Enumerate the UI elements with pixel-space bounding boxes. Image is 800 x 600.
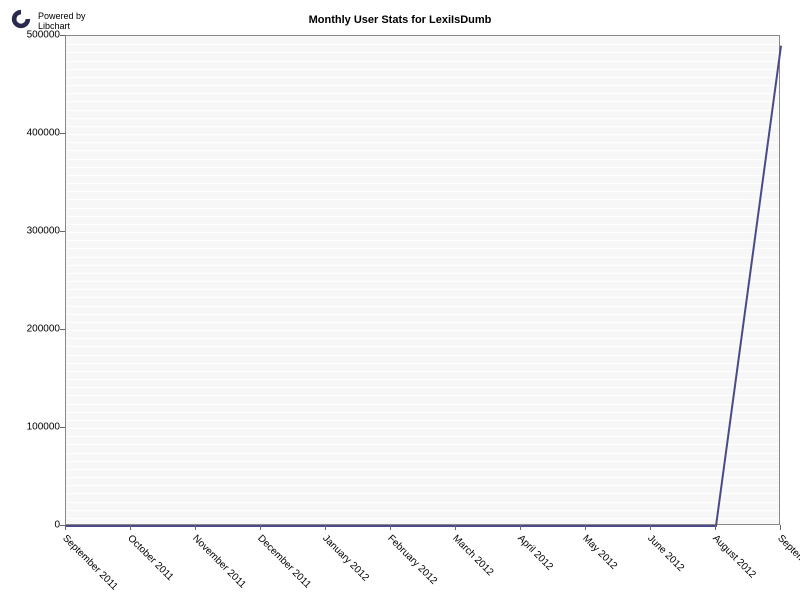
x-tick-mark [520,525,521,530]
y-tick-label: 100000 [27,422,60,433]
x-tick-label: September 2012 [775,533,800,593]
x-tick-label: September 2011 [60,533,120,593]
y-tick-label: 500000 [27,30,60,41]
y-tick-mark [60,35,65,36]
x-tick-mark [585,525,586,530]
x-tick-mark [65,525,66,530]
x-tick-mark [195,525,196,530]
y-tick-mark [60,329,65,330]
x-tick-mark [390,525,391,530]
y-tick-label: 300000 [27,226,60,237]
x-tick-label: May 2012 [580,533,619,572]
x-tick-label: June 2012 [645,533,686,574]
x-tick-mark [650,525,651,530]
x-tick-label: February 2012 [385,533,439,587]
x-tick-mark [715,525,716,530]
x-tick-label: October 2011 [125,533,175,583]
logo-text: Powered by Libchart [38,12,86,32]
y-tick-label: 200000 [27,324,60,335]
y-tick-mark [60,133,65,134]
x-tick-mark [780,525,781,530]
x-tick-mark [455,525,456,530]
x-tick-mark [130,525,131,530]
x-tick-label: August 2012 [710,533,757,580]
y-tick-mark [60,231,65,232]
x-tick-label: November 2011 [190,533,248,591]
x-tick-mark [325,525,326,530]
y-tick-label: 400000 [27,128,60,139]
x-tick-mark [260,525,261,530]
y-tick-mark [60,427,65,428]
chart-title: Monthly User Stats for LexiIsDumb [309,14,492,26]
plot-area [65,35,780,525]
x-tick-label: December 2011 [255,533,313,591]
data-line [66,36,779,524]
x-tick-label: April 2012 [515,533,555,573]
x-tick-label: January 2012 [320,533,371,584]
x-tick-label: March 2012 [450,533,495,578]
